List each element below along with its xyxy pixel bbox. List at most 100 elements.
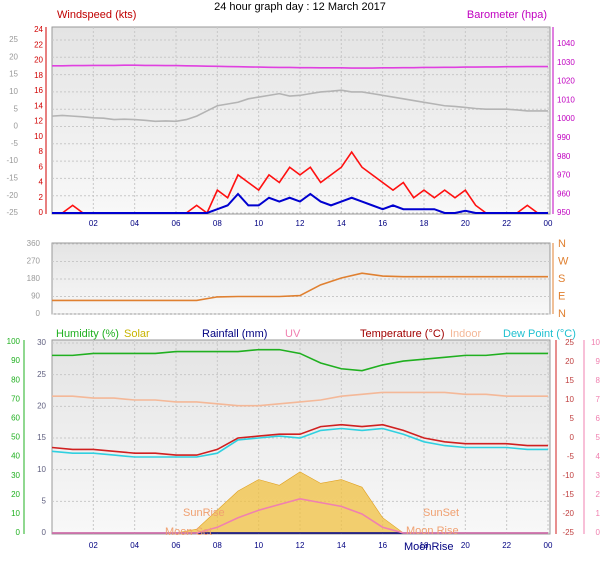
x-tick-label: 08 [213, 219, 222, 228]
y-tick-label: 360 [27, 239, 41, 248]
y-tick-label: -15 [6, 174, 18, 183]
legend-entry: UV [285, 328, 301, 340]
y3-tick-label: 20 [565, 357, 574, 366]
y4-tick-label: 8 [596, 376, 601, 385]
x-tick-label: 02 [89, 219, 98, 228]
y2-tick-label: 14 [34, 101, 43, 110]
wind-axis-label: Windspeed (kts) [57, 9, 136, 21]
legend-entry: Rainfall (mm) [202, 328, 267, 340]
x-tick-label: 18 [420, 541, 429, 550]
y3-tick-label: 10 [565, 395, 574, 404]
y3-tick-label: -10 [562, 471, 574, 480]
y2-tick-label: 24 [34, 25, 43, 34]
x-tick-label: 04 [130, 219, 139, 228]
x-tick-label: 10 [254, 219, 263, 228]
y-tick-label: 30 [11, 471, 20, 480]
y-tick-label: 15 [9, 70, 18, 79]
series-line [52, 497, 548, 534]
y3-tick-label: -15 [562, 490, 574, 499]
x-tick-label: 20 [461, 541, 470, 550]
annotation: SunRise [183, 507, 225, 519]
series-line [51, 89, 548, 123]
y-tick-label: 10 [11, 509, 20, 518]
x-tick-label: 12 [296, 541, 305, 550]
y-tick-label: 5 [14, 104, 19, 113]
y3-tick-label: -20 [562, 509, 574, 518]
y3-tick-label: 1020 [557, 77, 575, 86]
series-line [52, 348, 548, 372]
y3-tick-label: 25 [565, 338, 574, 347]
y-tick-label: 180 [27, 274, 41, 283]
legend-entry: Temperature (°C) [360, 328, 444, 340]
y3-tick-label: 1040 [557, 39, 575, 48]
x-tick-label: 10 [254, 541, 263, 550]
y2-tick-label: 2 [39, 193, 44, 202]
y3-tick-label: 990 [557, 133, 571, 142]
y-tick-label: -20 [6, 191, 18, 200]
x-tick-label: 20 [461, 219, 470, 228]
series-line [52, 64, 548, 69]
annotation: Moon Set [165, 526, 212, 538]
y4-tick-label: 6 [596, 414, 601, 423]
y-tick-label: 0 [16, 528, 21, 537]
y4-tick-label: 5 [596, 433, 601, 442]
y2-tick-label: 16 [34, 86, 43, 95]
y2-tick-label: 30 [37, 338, 46, 347]
y4-tick-label: 7 [596, 395, 601, 404]
y3-tick-label: 1010 [557, 95, 575, 104]
x-tick-label: 08 [213, 541, 222, 550]
panel-wind [51, 26, 551, 215]
x-tick-label: 00 [544, 219, 553, 228]
y2-tick-label: E [558, 290, 565, 302]
y-tick-label: -5 [11, 139, 19, 148]
y4-tick-label: 3 [596, 471, 601, 480]
y-tick-label: 90 [11, 356, 20, 365]
series-line [52, 391, 548, 407]
barometer-axis-label: Barometer (hpa) [467, 9, 547, 21]
y2-tick-label: W [558, 255, 569, 267]
y4-tick-label: 2 [596, 490, 601, 499]
legend-entry: Indoor [450, 328, 482, 340]
y3-tick-label: 5 [570, 414, 575, 423]
y4-tick-label: 10 [591, 338, 600, 347]
y-tick-label: 25 [9, 35, 18, 44]
y2-tick-label: N [558, 238, 566, 250]
y2-tick-label: 5 [42, 496, 47, 505]
x-tick-label: 14 [337, 541, 346, 550]
y-tick-label: 0 [14, 122, 19, 131]
x-tick-label: 22 [502, 219, 511, 228]
series-line [52, 192, 548, 214]
annotation: MoonRise [404, 541, 454, 553]
y4-tick-label: 9 [596, 357, 601, 366]
y-tick-label: 270 [27, 257, 41, 266]
y4-tick-label: 0 [596, 528, 601, 537]
y-tick-label: 60 [11, 414, 20, 423]
y2-tick-label: 6 [39, 162, 44, 171]
y-tick-label: 0 [36, 309, 41, 318]
y3-tick-label: 950 [557, 208, 571, 217]
x-tick-label: 04 [130, 541, 139, 550]
y2-tick-label: 10 [37, 465, 46, 474]
y3-tick-label: -5 [567, 452, 575, 461]
y-tick-label: 20 [11, 490, 20, 499]
y3-tick-label: 1030 [557, 58, 575, 67]
y-tick-label: -25 [6, 208, 18, 217]
y2-tick-label: 25 [37, 370, 46, 379]
y3-tick-label: 960 [557, 189, 571, 198]
y-tick-label: 10 [9, 87, 18, 96]
x-tick-label: 16 [378, 541, 387, 550]
y2-tick-label: 12 [34, 117, 43, 126]
x-tick-label: 06 [172, 541, 181, 550]
y3-tick-label: -25 [562, 528, 574, 537]
chart-title: 24 hour graph day : 12 March 2017 [214, 1, 386, 13]
series-line [51, 427, 548, 458]
y2-tick-label: 22 [34, 40, 43, 49]
legend-entry: Humidity (%) [56, 328, 119, 340]
legend-entry: Dew Point (°C) [503, 328, 576, 340]
y4-tick-label: 4 [596, 452, 601, 461]
x-tick-label: 16 [378, 219, 387, 228]
y-tick-label: 100 [7, 337, 21, 346]
y2-tick-label: 0 [39, 208, 44, 217]
x-tick-label: 00 [544, 541, 553, 550]
